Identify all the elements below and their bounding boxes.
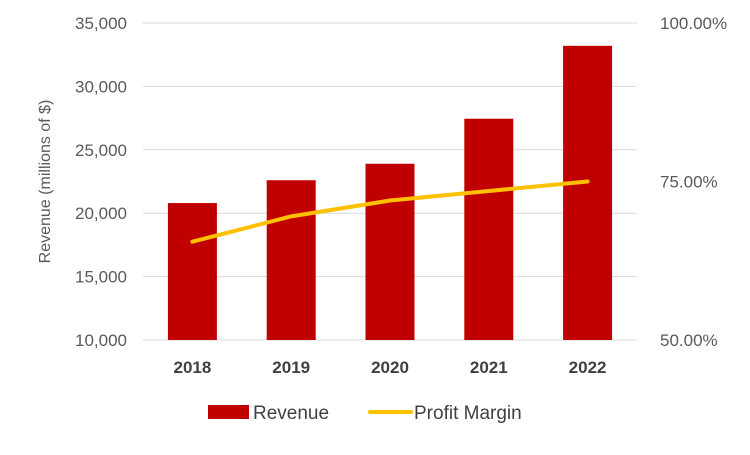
x-axis: 2018 2019 2020 2021 2022 xyxy=(173,358,606,377)
x-tick-label: 2019 xyxy=(272,358,310,377)
bar-revenue-2018 xyxy=(167,203,217,340)
bar-revenue-2022 xyxy=(563,45,613,340)
right-tick-label: 50.00% xyxy=(660,331,718,350)
bar-series xyxy=(167,45,613,340)
legend-profit-margin-label: Profit Margin xyxy=(414,403,522,424)
x-tick-label: 2020 xyxy=(371,358,409,377)
right-tick-label: 75.00% xyxy=(660,173,718,192)
left-tick-label: 35,000 xyxy=(75,14,127,33)
x-tick-label: 2021 xyxy=(470,358,508,377)
line-profit-margin xyxy=(190,179,590,244)
legend-revenue-swatch xyxy=(208,405,249,419)
left-tick-label: 10,000 xyxy=(75,331,127,350)
left-tick-label: 30,000 xyxy=(75,77,127,96)
left-axis: 10,000 15,000 20,000 25,000 30,000 35,000 xyxy=(75,14,127,350)
right-axis: 50.00% 75.00% 100.00% xyxy=(660,14,727,350)
y-axis-title: Revenue (millions of $) xyxy=(37,100,54,264)
left-tick-label: 15,000 xyxy=(75,268,127,287)
line-series xyxy=(190,179,590,244)
bar-revenue-2021 xyxy=(464,118,514,340)
right-tick-label: 100.00% xyxy=(660,14,727,33)
left-tick-label: 25,000 xyxy=(75,141,127,160)
legend: Revenue Profit Margin xyxy=(208,403,522,424)
bar-revenue-2019 xyxy=(266,180,316,340)
legend-revenue-label: Revenue xyxy=(253,403,329,424)
bar-revenue-2020 xyxy=(365,163,415,340)
left-tick-label: 20,000 xyxy=(75,204,127,223)
x-tick-label: 2018 xyxy=(173,358,211,377)
x-tick-label: 2022 xyxy=(569,358,607,377)
